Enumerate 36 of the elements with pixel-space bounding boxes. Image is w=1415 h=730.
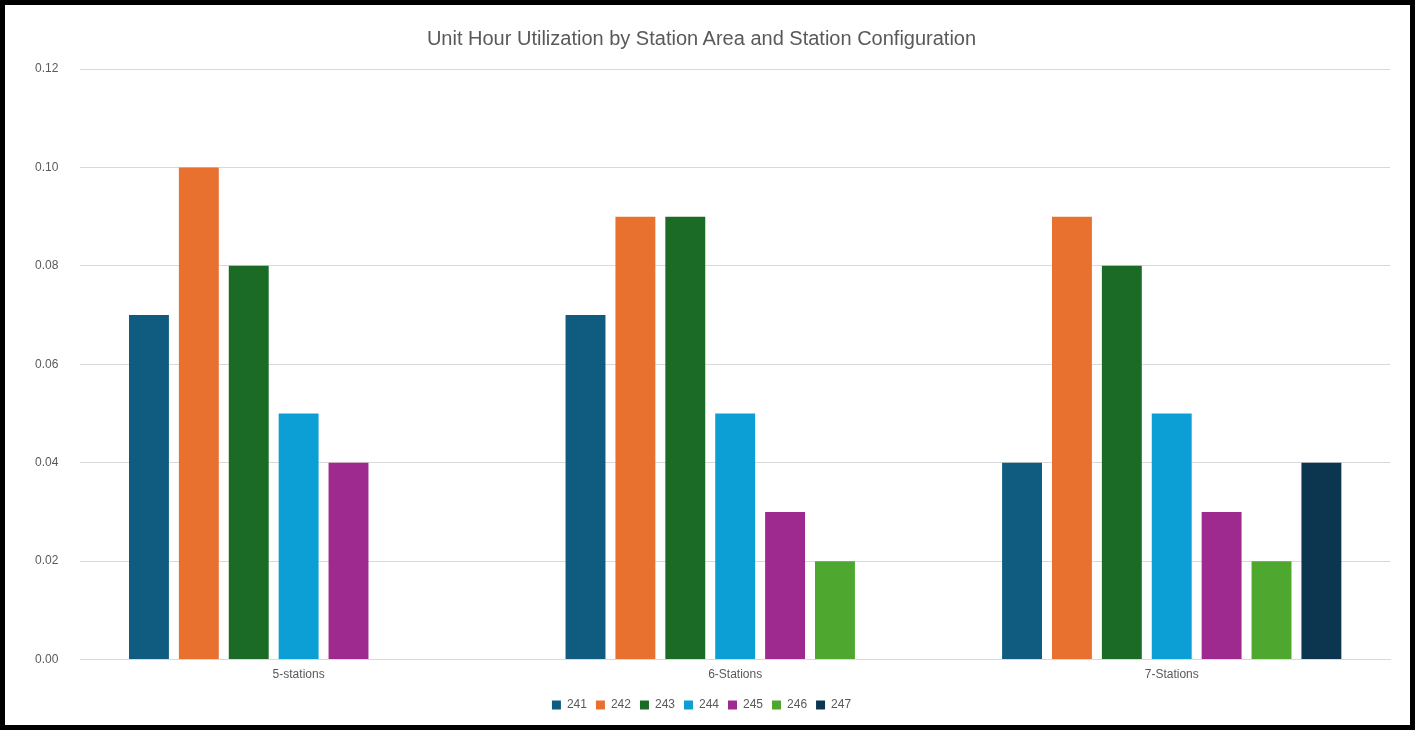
bar bbox=[278, 413, 319, 660]
chart-title: Unit Hour Utilization by Station Area and Station Configuration bbox=[426, 26, 977, 49]
bar bbox=[815, 561, 855, 660]
y-tick-label: 0.00 bbox=[35, 651, 59, 666]
bar bbox=[328, 462, 369, 660]
bar bbox=[1101, 265, 1142, 660]
y-tick-label: 0.02 bbox=[35, 553, 59, 568]
legend-label: 243 bbox=[654, 697, 676, 712]
y-tick-label: 0.10 bbox=[35, 159, 59, 174]
bar bbox=[765, 511, 806, 660]
legend-label: 244 bbox=[698, 697, 720, 712]
bar bbox=[565, 315, 606, 660]
legend-label: 246 bbox=[787, 697, 808, 712]
legend-label: 247 bbox=[831, 697, 852, 712]
bar bbox=[129, 315, 169, 660]
bar bbox=[1251, 561, 1292, 660]
x-tick-label: 5-stations bbox=[272, 667, 325, 682]
bar bbox=[665, 216, 706, 660]
y-tick-label: 0.08 bbox=[35, 258, 59, 273]
bar bbox=[178, 167, 219, 660]
legend-label: 241 bbox=[566, 697, 588, 712]
bar bbox=[1151, 413, 1192, 660]
legend-label: 245 bbox=[743, 697, 764, 712]
y-tick-label: 0.06 bbox=[35, 356, 59, 371]
bar bbox=[1002, 462, 1043, 660]
y-tick-label: 0.12 bbox=[35, 61, 59, 76]
x-tick-label: 7-Stations bbox=[1144, 667, 1199, 682]
bar bbox=[1301, 462, 1342, 660]
bar bbox=[715, 413, 756, 660]
x-tick-label: 6-Stations bbox=[708, 667, 763, 682]
bar bbox=[228, 265, 269, 660]
bar bbox=[1051, 216, 1092, 660]
y-tick-label: 0.04 bbox=[35, 455, 59, 470]
bar bbox=[615, 216, 656, 660]
bar bbox=[1201, 511, 1242, 660]
legend-label: 242 bbox=[610, 697, 632, 712]
